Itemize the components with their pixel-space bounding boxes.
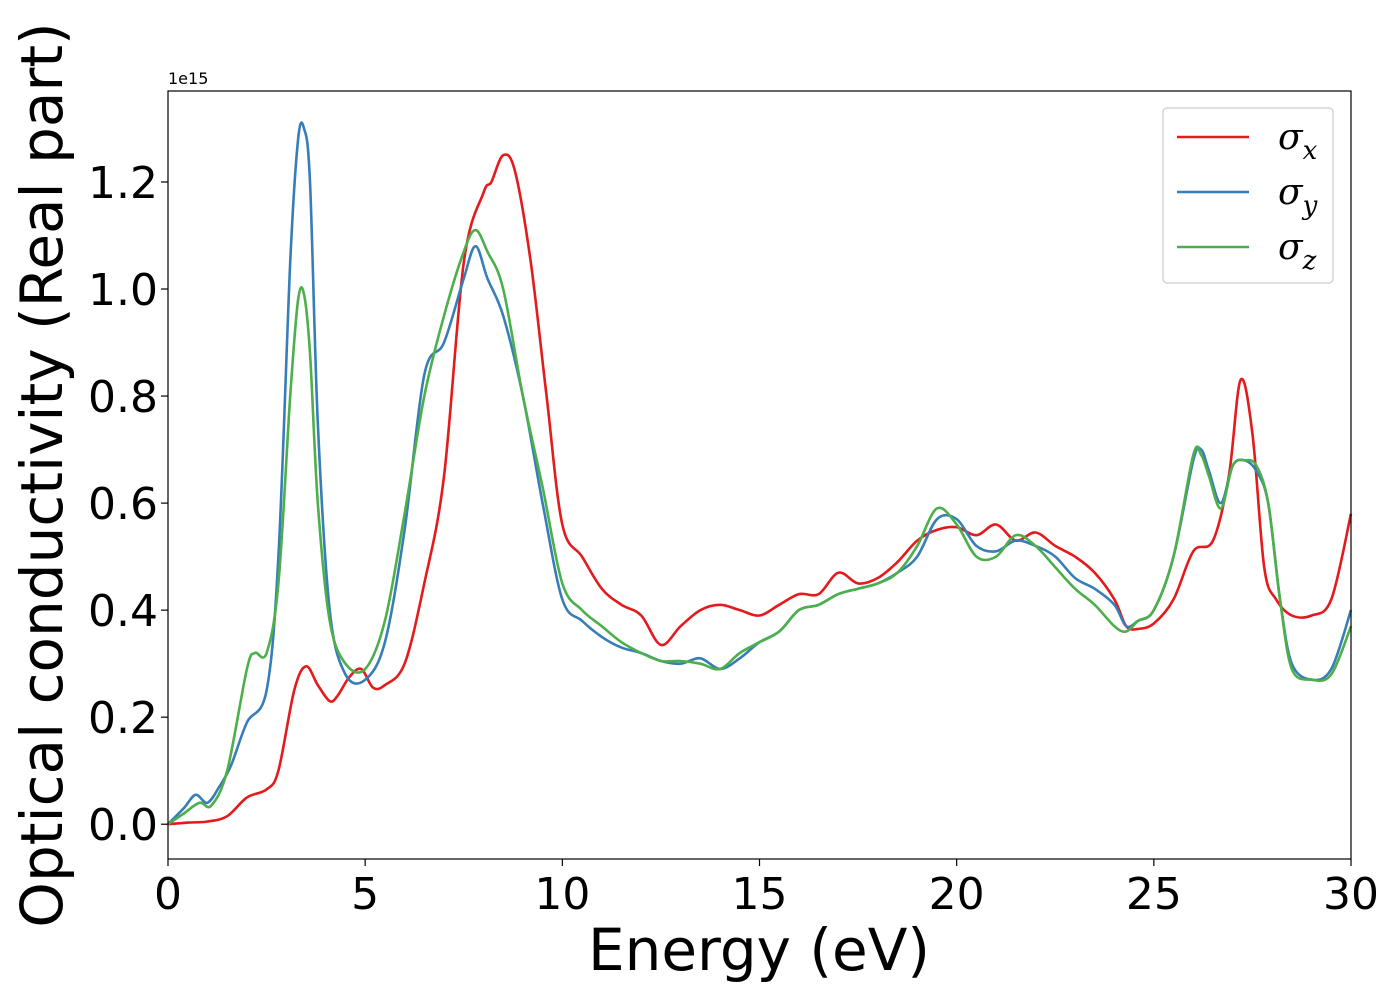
legend-frame — [1162, 107, 1334, 284]
y-tick-label: 0.6 — [88, 479, 158, 530]
y-offset-label: 1e15 — [168, 69, 208, 88]
series-line-x — [167, 153, 1353, 826]
x-tick-label: 10 — [534, 869, 590, 920]
series-line-z — [167, 228, 1353, 826]
y-tick-label: 0.4 — [88, 586, 158, 637]
y-tick-label: 1.2 — [88, 158, 158, 209]
x-tick-label: 0 — [154, 869, 182, 920]
y-tick-label: 1.0 — [88, 265, 158, 316]
legend-label-x: σx — [1278, 117, 1318, 166]
x-tick-label: 5 — [351, 869, 379, 920]
x-tick-label: 15 — [732, 869, 788, 920]
y-tick-label: 0.2 — [88, 693, 158, 744]
x-tick-label: 30 — [1323, 869, 1379, 920]
x-tick-label: 20 — [929, 869, 985, 920]
y-tick-label: 0.0 — [88, 800, 158, 851]
x-axis-ticks: 0 5 10 15 20 25 30 — [154, 859, 1379, 920]
legend-label-z: σz — [1278, 227, 1317, 276]
x-tick-label: 25 — [1126, 869, 1182, 920]
x-axis-title: Energy (eV) — [588, 916, 930, 984]
legend-label-y: σy — [1278, 172, 1318, 221]
legend: σx σy σz — [1162, 107, 1334, 284]
y-axis-title: Optical conductivity (Real part) — [8, 22, 76, 927]
series-lines — [167, 121, 1353, 826]
y-tick-label: 0.8 — [88, 372, 158, 423]
y-axis-ticks: 0.0 0.2 0.4 0.6 0.8 1.0 1.2 — [88, 158, 168, 851]
